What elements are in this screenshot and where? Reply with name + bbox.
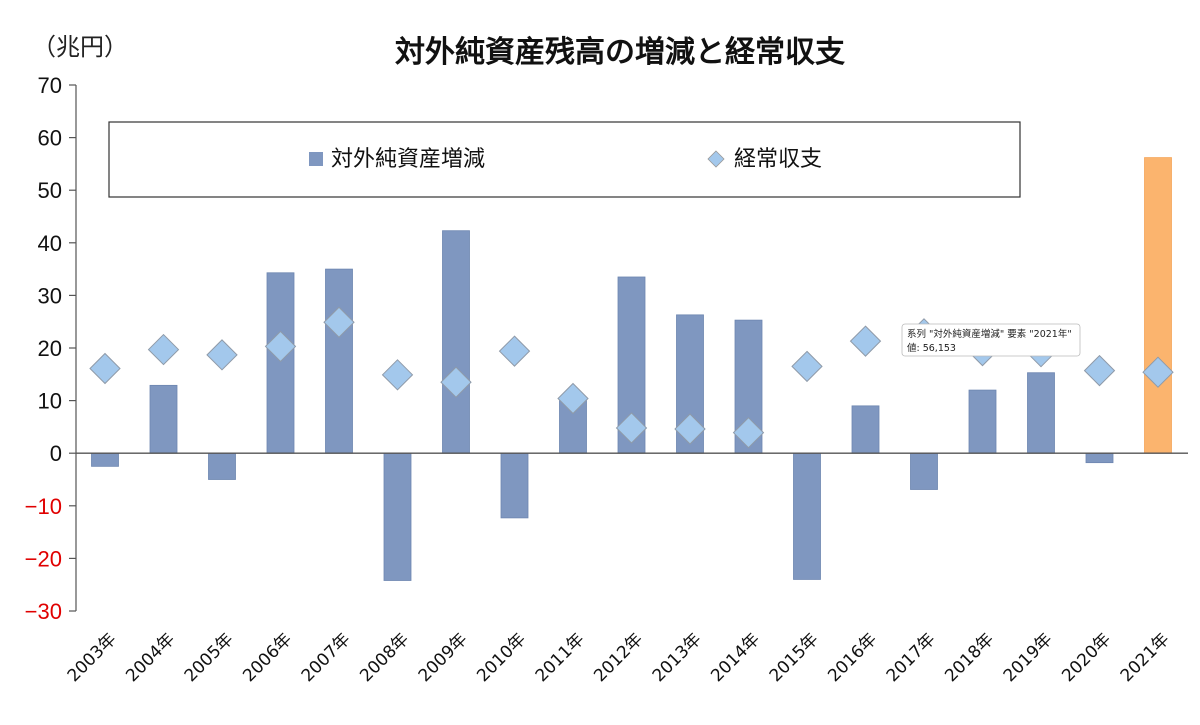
- bar: [500, 452, 529, 519]
- chart-title: 対外純資産残高の増減と経常収支: [395, 35, 845, 70]
- legend-box: [108, 121, 1021, 198]
- legend: 対外純資産増減 経常収支: [108, 121, 1021, 198]
- diamond-point: [615, 412, 648, 444]
- bar: [968, 389, 997, 454]
- diamond-point: [1083, 354, 1116, 387]
- x-tick-label: 2008年: [356, 629, 413, 686]
- x-tick-label: 2007年: [298, 629, 355, 686]
- y-tick-label: 30: [38, 283, 62, 308]
- bar: [383, 452, 412, 581]
- tooltip: 系列 "対外純資産増減" 要素 "2021年" 値: 56,153: [901, 323, 1081, 357]
- x-tick-label: 2011年: [532, 629, 589, 686]
- diamond-point: [89, 352, 121, 385]
- y-tick-label: 0: [50, 441, 62, 466]
- diamond-series: [89, 306, 1174, 449]
- y-tick-label: 60: [38, 126, 62, 151]
- bar: [325, 268, 353, 454]
- bar: [149, 384, 178, 454]
- tooltip-line-1: 系列 "対外純資産増減" 要素 "2021年": [907, 328, 1072, 340]
- x-tick-label: 2015年: [766, 629, 823, 686]
- y-tick-label: −20: [25, 546, 62, 571]
- diamond-point: [440, 366, 472, 398]
- bar: [793, 452, 821, 580]
- x-tick-label: 2009年: [415, 629, 472, 686]
- x-tick-label: 2016年: [824, 629, 881, 686]
- diamond-point: [557, 382, 589, 415]
- bar: [851, 405, 880, 454]
- bar: [1027, 372, 1055, 454]
- x-tick-label: 2003年: [64, 629, 121, 686]
- y-tick-label: 50: [38, 178, 62, 203]
- diamond-point: [264, 330, 297, 363]
- x-tick-label: 2020年: [1058, 629, 1115, 686]
- diamond-point: [147, 333, 180, 366]
- x-tick-label: 2012年: [590, 629, 647, 686]
- diamond-point: [674, 413, 706, 445]
- diamond-point: [498, 335, 531, 367]
- legend-label-net-assets: 対外純資産増減: [331, 147, 485, 172]
- diamond-point: [791, 350, 823, 383]
- x-tick-label: 2021年: [1117, 629, 1174, 686]
- tooltip-box: [901, 323, 1081, 357]
- x-tick-label: 2004年: [122, 629, 179, 686]
- bar: [442, 230, 470, 454]
- diamond-point: [849, 325, 882, 357]
- bar: [208, 452, 236, 480]
- y-tick-label: 40: [38, 231, 62, 256]
- x-tick-label: 2013年: [649, 629, 706, 686]
- y-tick-label: 20: [38, 336, 62, 361]
- tooltip-line-2: 値: 56,153: [907, 342, 956, 354]
- legend-diamond-swatch: [707, 150, 725, 168]
- x-tick-label: 2017年: [883, 629, 940, 686]
- y-tick-label: −30: [25, 599, 62, 624]
- legend-bar-swatch: [309, 152, 323, 166]
- x-axis: 2003年 2004年 2005年 2006年 2007年 2008年 2009年 2010年…: [64, 629, 1174, 686]
- y-tick-label: 10: [38, 389, 62, 414]
- x-tick-label: 2006年: [239, 629, 296, 686]
- y-axis: 70 60 50 40 30 20 10 0 −10 −20 −30: [25, 73, 77, 624]
- diamond-point: [1142, 356, 1174, 388]
- bar: [1085, 452, 1114, 464]
- diamond-point: [206, 339, 238, 371]
- y-tick-label: 70: [38, 73, 62, 98]
- x-tick-label: 2014年: [707, 629, 764, 686]
- x-tick-label: 2005年: [181, 629, 238, 686]
- x-tick-label: 2018年: [941, 629, 998, 686]
- bar: [1144, 157, 1172, 454]
- bar: [266, 272, 295, 454]
- diamond-point: [323, 306, 355, 338]
- bar: [91, 452, 119, 467]
- bar: [910, 452, 938, 490]
- x-tick-label: 2019年: [1000, 629, 1057, 686]
- x-tick-label: 2010年: [473, 629, 530, 686]
- y-tick-label: −10: [25, 494, 62, 519]
- legend-label-current-account: 経常収支: [734, 147, 822, 172]
- diamond-point: [381, 359, 414, 391]
- bar-series: [91, 157, 1172, 581]
- diamond-point: [732, 416, 765, 449]
- y-axis-unit-label: （兆円）: [32, 33, 128, 61]
